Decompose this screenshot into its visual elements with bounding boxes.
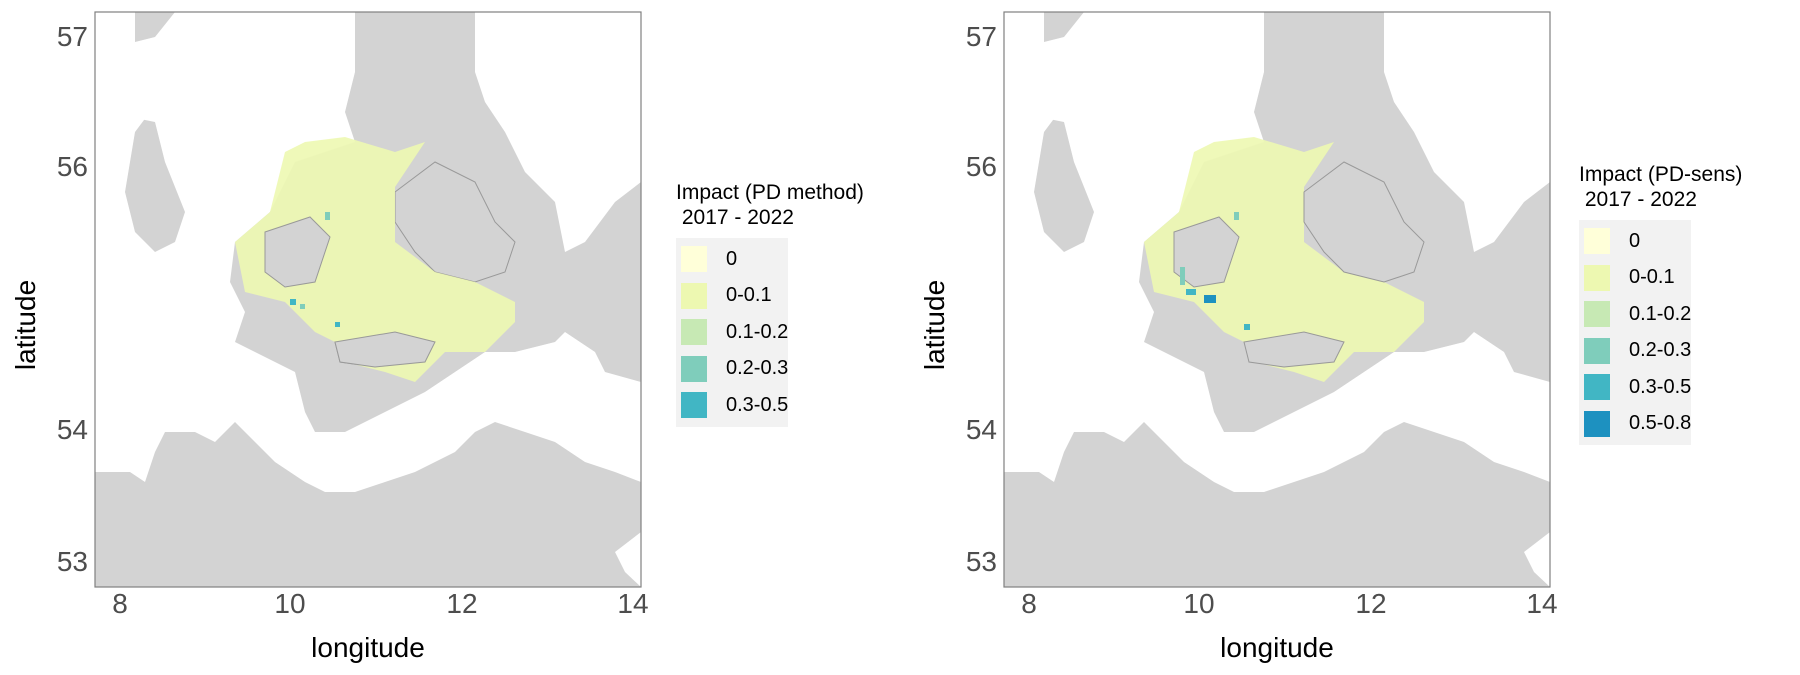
legend-label: 0-0.1 (726, 284, 772, 307)
island-lolland (1243, 331, 1345, 368)
legend-label: 0.5-0.8 (1629, 412, 1692, 435)
y-tick-label: 53 (56, 546, 88, 577)
legend-items: 0 0-0.1 0.1-0.2 0.2-0.3 0.3-0.5 (676, 238, 789, 427)
legend-swatch (681, 282, 707, 309)
x-tick-label: 10 (1183, 588, 1215, 619)
legend-item: 0-0.1 (1579, 260, 1691, 297)
legend-title: Impact (PD-sens) 2017 - 2022 (1579, 163, 1743, 211)
legend-swatch (1584, 228, 1610, 255)
island-fyn (1173, 216, 1240, 288)
y-tick-label: 56 (965, 151, 997, 182)
impact-cell-high (1186, 289, 1196, 295)
x-tick-label: 14 (1526, 588, 1558, 619)
legend-label: 0.2-0.3 (1629, 339, 1692, 362)
legend-swatch (681, 246, 707, 273)
x-tick-label: 14 (617, 588, 649, 619)
legend-title: Impact (PD method) 2017 - 2022 (676, 181, 864, 229)
legend-item: 0.1-0.2 (676, 314, 788, 351)
plot-border (94, 11, 642, 588)
y-axis-label: latitude (919, 279, 950, 371)
y-tick-label: 56 (56, 151, 88, 182)
legend-item: 0.5-0.8 (1579, 406, 1691, 443)
y-tick-label: 54 (965, 414, 997, 445)
x-axis-label: longitude (1220, 632, 1334, 663)
x-tick-label: 12 (1355, 588, 1387, 619)
island-zealand (1303, 161, 1425, 283)
impact-cell-mid (1180, 267, 1185, 285)
legend-swatch (1584, 374, 1610, 401)
legend-label: 0-0.1 (1629, 266, 1675, 289)
impact-zone-low (1144, 137, 1424, 382)
impact-cell-mid (300, 304, 305, 309)
legend-item: 0 (676, 241, 788, 278)
legend-label: 0.1-0.2 (726, 320, 789, 343)
legend-swatch (681, 355, 707, 382)
legend: Impact (PD method) 2017 - 2022 0 0-0.1 0… (676, 180, 864, 427)
impact-cell-high (290, 299, 296, 305)
map-plot-area (94, 11, 642, 588)
legend-item: 0.1-0.2 (1579, 296, 1691, 333)
x-tick-label: 8 (112, 588, 128, 619)
legend-item: 0 (1579, 223, 1691, 260)
x-tick-label: 10 (274, 588, 306, 619)
water-area (1004, 12, 1550, 587)
legend-swatch (1584, 337, 1610, 364)
x-tick-label: 12 (446, 588, 478, 619)
legend-item: 0.2-0.3 (676, 351, 788, 388)
legend-swatch (1584, 301, 1610, 328)
impact-cell-mid (1234, 212, 1239, 220)
plot-border (1003, 11, 1551, 588)
y-tick-label: 53 (965, 546, 997, 577)
legend-label: 0.3-0.5 (726, 393, 789, 416)
map-panel-pd-method: latitude longitude 57 56 54 53 8 10 12 1… (10, 11, 864, 663)
legend-swatch (1584, 264, 1610, 291)
legend-item: 0-0.1 (676, 278, 788, 315)
y-tick-label: 57 (965, 21, 997, 52)
impact-cell-high (335, 322, 340, 327)
map-plot-area (1003, 11, 1551, 588)
water-area (95, 12, 641, 587)
impact-cell-mid (325, 212, 330, 220)
legend-swatch (681, 319, 707, 346)
legend-item: 0.2-0.3 (1579, 333, 1691, 370)
x-tick-label: 8 (1021, 588, 1037, 619)
legend-item: 0.3-0.5 (1579, 369, 1691, 406)
y-tick-label: 54 (56, 414, 88, 445)
legend-swatch (681, 392, 707, 419)
legend-items: 0 0-0.1 0.1-0.2 0.2-0.3 0.3-0.5 0.5-0.8 (1579, 220, 1692, 445)
impact-cell-very-high (1204, 295, 1216, 303)
legend-label: 0 (1629, 229, 1641, 252)
legend-label: 0 (726, 247, 738, 270)
legend: Impact (PD-sens) 2017 - 2022 0 0-0.1 0.1… (1579, 162, 1742, 445)
x-axis-label: longitude (311, 632, 425, 663)
legend-label: 0.2-0.3 (726, 357, 789, 380)
y-tick-label: 57 (56, 21, 88, 52)
map-panel-pd-sens: latitude longitude 57 56 54 53 8 10 12 1… (909, 0, 1800, 675)
island-zealand (394, 161, 516, 283)
legend-swatch (1584, 410, 1610, 437)
impact-cell-high (1244, 324, 1250, 330)
legend-label: 0.3-0.5 (1629, 375, 1692, 398)
legend-item: 0.3-0.5 (676, 387, 788, 424)
legend-label: 0.1-0.2 (1629, 302, 1692, 325)
impact-zone-low (235, 137, 515, 382)
y-axis-label: latitude (10, 279, 41, 371)
